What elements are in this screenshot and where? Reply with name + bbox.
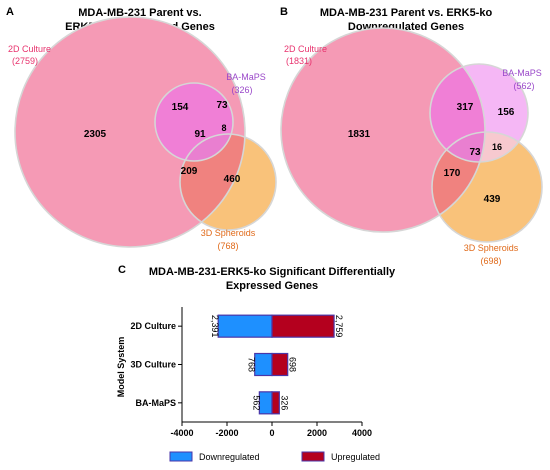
venn-a-label-3d-spheroids: 3D Spheroids (201, 228, 256, 238)
data-label-down-2d-culture: 2,391 (210, 315, 220, 338)
panel-c-letter: C (118, 264, 126, 276)
data-label-down-ba-maps: 562 (251, 395, 261, 410)
bar-plot-area: 2,391 2,759 2D Culture 768 698 3D Culture 562 3… (130, 307, 372, 438)
bar-up-ba-maps (271, 391, 280, 415)
legend-label-upregulated: Upregulated (331, 452, 380, 462)
venn-a-total-3d-spheroids: (768) (217, 241, 238, 251)
venn-a-total-2d-culture: (2759) (12, 56, 38, 66)
venn-a-outlines (14, 16, 277, 248)
panel-c-title-line1: MDA-MB-231-ERK5-ko Significant Different… (149, 266, 396, 278)
y-tick-label-2d-culture: 2D Culture (130, 321, 176, 331)
venn-a-region-only-ba: 73 (216, 100, 228, 111)
data-label-up-ba-maps: 326 (279, 395, 289, 410)
venn-a-region-2d-3d: 209 (181, 166, 198, 177)
data-label-up-2d-culture: 2,759 (334, 315, 344, 338)
x-tick-label-2: 0 (269, 428, 274, 438)
venn-b-label-2d-culture: 2D Culture (284, 44, 327, 54)
venn-b-overlap-2d-ba (430, 64, 485, 162)
venn-a-outline-2d-culture (14, 16, 246, 248)
venn-b-region-2d-ba: 317 (457, 102, 474, 113)
venn-b-total-ba-maps: (562) (513, 81, 534, 91)
venn-b-label-ba-maps: BA-MaPS (502, 68, 542, 78)
y-tick-label-ba-maps: BA-MaPS (135, 398, 176, 408)
venn-b-region-only-2d: 1831 (348, 129, 371, 140)
venn-a-outline-3d-spheroids (179, 133, 277, 231)
venn-b-region-all-three: 73 (469, 147, 481, 158)
panel-c-title-line2: Expressed Genes (226, 280, 318, 292)
legend-swatch-upregulated (301, 451, 325, 462)
bar-up-2d-culture (271, 314, 335, 338)
venn-b-region-only-3d: 439 (484, 194, 501, 205)
venn-b-outline-ba-maps (429, 63, 529, 163)
venn-b-region-ba-3d: 16 (492, 142, 502, 152)
venn-b-outlines (280, 27, 543, 243)
data-label-up-3d-culture: 698 (288, 357, 298, 372)
venn-a-overlap-all (180, 134, 233, 161)
venn-a-outline-ba-maps (154, 82, 234, 162)
panel-c: C MDA-MB-231-ERK5-ko Significant Differe… (116, 264, 396, 462)
venn-b-outline-3d-spheroids (431, 131, 543, 243)
venn-b-region-2d-3d: 170 (444, 168, 461, 179)
panel-b-letter: B (280, 6, 288, 18)
venn-a-region-ba-3d: 8 (221, 123, 226, 133)
x-tick-label-1: -2000 (215, 428, 238, 438)
legend-label-downregulated: Downregulated (199, 452, 260, 462)
x-tick-label-0: -4000 (170, 428, 193, 438)
venn-a-region-2d-ba: 154 (172, 102, 189, 113)
legend-swatch-downregulated (169, 451, 193, 462)
venn-a-region-all-three: 91 (194, 129, 206, 140)
x-tick-label-4: 4000 (352, 428, 372, 438)
panel-b: B MDA-MB-231 Parent vs. ERK5-ko Downregu… (280, 6, 543, 266)
venn-a-region-only-2d: 2305 (84, 129, 107, 140)
x-tick-label-3: 2000 (307, 428, 327, 438)
venn-a-label-2d-culture: 2D Culture (8, 44, 51, 54)
panel-b-title-line1: MDA-MB-231 Parent vs. ERK5-ko (320, 7, 493, 19)
bar-down-2d-culture (217, 314, 273, 338)
venn-a-region-only-3d: 460 (224, 174, 241, 185)
venn-b-label-3d-spheroids: 3D Spheroids (464, 243, 519, 253)
panel-a: A MDA-MB-231 Parent vs. ERK5-ko Upregula… (6, 6, 277, 251)
venn-b-region-only-ba: 156 (498, 107, 515, 118)
venn-b-total-2d-culture: (1831) (286, 56, 312, 66)
data-label-down-3d-culture: 768 (247, 357, 257, 372)
panel-a-letter: A (6, 6, 14, 18)
venn-a-total-ba-maps: (326) (231, 85, 252, 95)
venn-b-outline-2d-culture (280, 27, 486, 233)
panel-a-title-line1: MDA-MB-231 Parent vs. (78, 7, 201, 19)
venn-a-label-ba-maps: BA-MaPS (226, 72, 266, 82)
y-tick-label-3d-culture: 3D Culture (130, 360, 176, 370)
bar-y-axis-label: Model System (116, 337, 126, 398)
venn-b-total-3d-spheroids: (698) (480, 256, 501, 266)
bar-up-3d-culture (271, 352, 289, 377)
